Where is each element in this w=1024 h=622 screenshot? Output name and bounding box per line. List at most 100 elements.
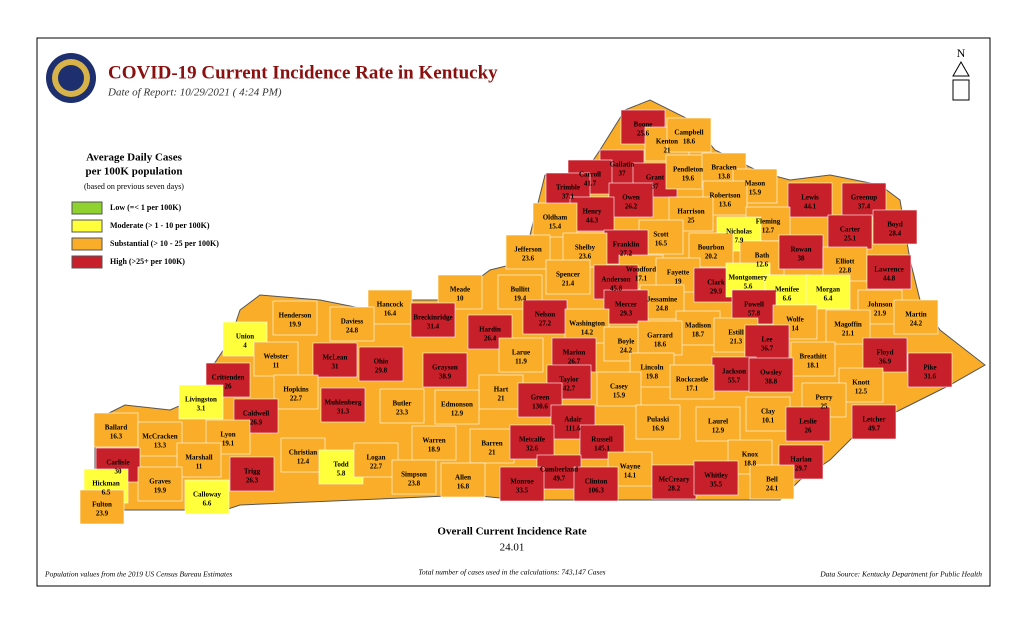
county <box>745 396 791 432</box>
compass-icon <box>952 60 970 101</box>
county-name: Hancock <box>377 301 404 309</box>
county <box>411 425 457 461</box>
county-name: Owsley <box>760 369 782 377</box>
county-name: Estill <box>728 329 744 337</box>
county-name: Washington <box>569 320 605 328</box>
county-name: Adair <box>564 416 582 424</box>
county-rate: 26.9 <box>250 419 263 427</box>
county <box>603 289 649 325</box>
county-rate: 6.4 <box>824 295 833 303</box>
county-name: Todd <box>333 461 348 469</box>
county-name: Nelson <box>535 311 555 319</box>
county-rate: 24.8 <box>346 327 359 335</box>
county-name: Clay <box>761 408 776 416</box>
county-rate: 21 <box>489 449 497 457</box>
county-name: Nicholas <box>726 228 752 236</box>
county-name: Powell <box>744 301 764 309</box>
county-name: Trigg <box>244 468 261 476</box>
county <box>827 214 873 250</box>
county-shapes <box>79 109 953 525</box>
county <box>353 442 399 478</box>
county <box>872 209 918 245</box>
county-name: Magoffin <box>834 321 862 329</box>
county-rate: 12.7 <box>762 227 775 235</box>
county-name: Allen <box>455 474 471 482</box>
county-rate: 28.2 <box>668 485 681 493</box>
legend-title: Average Daily Cases <box>86 152 182 164</box>
county-rate: 106.3 <box>588 487 604 495</box>
county-rate: 38.9 <box>439 373 452 381</box>
county-rate: 26.3 <box>246 477 259 485</box>
county-rate: 28.4 <box>889 230 902 238</box>
county-rate: 12.9 <box>451 410 464 418</box>
county-name: Whitley <box>704 472 728 480</box>
county-rate: 14.1 <box>624 472 637 480</box>
county-name: Pulaski <box>647 416 669 424</box>
county-rate: 37 <box>619 170 627 178</box>
county-name: Boyle <box>618 338 635 346</box>
legend-label: Moderate (> 1 - 10 per 100K) <box>110 221 210 230</box>
county <box>862 337 908 373</box>
county-name: Bath <box>755 252 770 260</box>
county-rate: 44.8 <box>883 275 896 283</box>
county-name: Casey <box>610 383 628 391</box>
county-rate: 16.3 <box>110 433 123 441</box>
county-rate: 49.7 <box>868 425 881 433</box>
counties: Boone25.6Kenton21Campbell18.6Gallatin37C… <box>79 109 953 525</box>
county-name: Morgan <box>816 286 840 294</box>
county <box>522 299 568 335</box>
county-rate: 15.9 <box>749 189 762 197</box>
county-rate: 45.8 <box>610 285 623 293</box>
county-name: Simpson <box>401 471 427 479</box>
county <box>505 234 551 270</box>
county <box>651 464 697 500</box>
county-rate: 49.7 <box>553 475 566 483</box>
county <box>637 320 683 356</box>
county-name: Breckinridge <box>413 314 452 322</box>
county-rate: 36.9 <box>879 358 892 366</box>
county <box>748 357 794 393</box>
county-name: Woodford <box>626 266 656 274</box>
county-rate: 14 <box>792 325 800 333</box>
county <box>669 364 715 400</box>
county-name: Rockcastle <box>676 376 708 384</box>
county <box>596 371 642 407</box>
county-name: Clinton <box>585 478 608 486</box>
county <box>137 466 183 502</box>
county <box>272 300 318 336</box>
county-name: Fayette <box>667 269 689 277</box>
county-name: Gallatin <box>610 161 635 169</box>
county <box>422 352 468 388</box>
county-name: Green <box>531 394 550 402</box>
compass-n: N <box>957 46 966 60</box>
county-name: Daviess <box>341 318 364 326</box>
county-name: Greenup <box>851 194 877 202</box>
county-rate: 18.6 <box>654 341 667 349</box>
county-rate: 26.2 <box>625 203 638 211</box>
county-name: Boone <box>634 121 653 129</box>
county-name: Harlan <box>790 456 811 464</box>
county-name: Grant <box>646 174 665 182</box>
county <box>711 356 757 392</box>
county-name: Hopkins <box>283 386 309 394</box>
county-rate: 18.1 <box>807 362 820 370</box>
county <box>499 466 545 502</box>
county <box>329 306 375 342</box>
county <box>838 367 884 403</box>
county-rate: 10.1 <box>762 417 775 425</box>
county <box>536 454 582 490</box>
county <box>851 404 897 440</box>
county <box>907 352 953 388</box>
county <box>778 234 824 270</box>
legend-label: Substantial (> 10 - 25 per 100K) <box>110 239 219 248</box>
county-name: Livingston <box>185 396 217 404</box>
legend-swatch <box>71 219 103 233</box>
county <box>785 406 831 442</box>
county-rate: 37 <box>652 183 660 191</box>
county-rate: 21 <box>498 395 506 403</box>
county-rate: 38 <box>798 255 806 263</box>
county-rate: 20.2 <box>705 253 718 261</box>
county-name: Warren <box>422 437 445 445</box>
county <box>532 202 578 238</box>
county-name: McCreary <box>659 476 690 484</box>
